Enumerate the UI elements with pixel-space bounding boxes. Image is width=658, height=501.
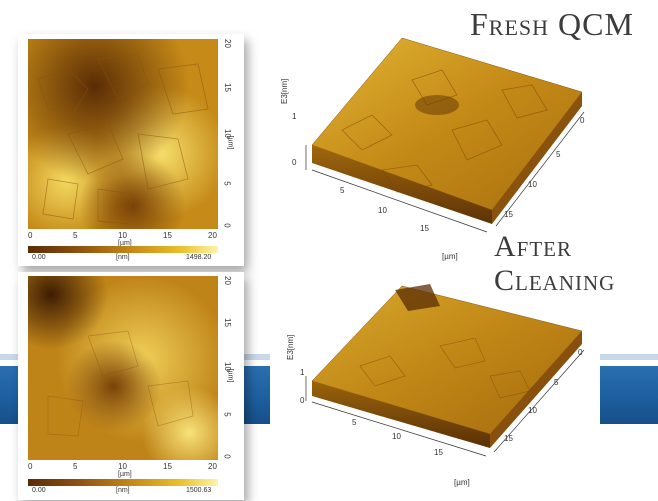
afm-2d-map-fresh [28,39,218,229]
y-tick: 10 [528,180,537,189]
afm-2d-map-cleaning-card: 20 15 10 [µm] 5 0 0 5 10 15 20 [µm] 0.00… [18,272,244,500]
title-after: After [494,230,573,263]
x-tick: 0 [28,462,33,471]
z-tick: 0 [300,396,305,405]
x-tick: 5 [340,186,345,195]
y-tick: 5 [556,150,561,159]
x-tick: 20 [208,231,217,240]
y-tick: 10 [528,406,537,415]
y-tick: 15 [504,210,513,219]
colorbar-unit: [nm] [116,254,130,261]
afm-2d-map-fresh-card: 20 15 10 [µm] 5 0 0 5 10 15 20 [µm] 0.00… [18,34,244,266]
title-fresh-qcm: Fresh QCM [470,6,634,42]
top-map-yaxis-ticks: 20 15 10 [µm] 5 0 [221,39,239,229]
y-tick: 5 [222,412,232,417]
x-axis-unit: [µm] [118,471,132,478]
afm-2d-map-cleaning [28,276,218,460]
colorbar-max: 1498.20 [186,254,212,261]
x-tick: 10 [392,432,401,441]
y-axis-unit: [µm] [226,368,234,383]
colorbar-max: 1500.63 [186,487,212,494]
z-tick: 0 [292,158,297,167]
y-tick: 15 [504,434,513,443]
y-axis-unit: [µm] [226,135,234,150]
top-3d-unit: [µm] [442,252,458,261]
z-tick: 1 [300,368,305,377]
afm-3d-surface-cleaning [305,284,585,457]
x-tick: 15 [163,462,172,471]
x-axis-unit: [µm] [118,240,132,247]
bottom-3d-z-label: E3[nm] [286,334,295,360]
x-tick: 0 [28,231,33,240]
x-tick: 15 [434,448,443,457]
x-tick: 10 [118,231,127,240]
y-tick: 15 [222,318,232,327]
y-tick: 5 [554,378,559,387]
colorbar-min: 0.00 [32,487,46,494]
x-tick: 15 [163,231,172,240]
y-tick: 0 [222,454,232,459]
y-tick: 5 [222,181,232,186]
x-tick: 5 [73,462,78,471]
y-tick: 0 [580,116,585,125]
bottom-3d-unit: [µm] [454,478,470,487]
y-tick: 0 [222,223,232,228]
x-tick: 20 [208,462,217,471]
y-tick: 20 [222,276,232,285]
x-tick: 5 [73,231,78,240]
x-tick: 15 [420,224,429,233]
y-tick: 20 [222,39,232,48]
colorbar-fresh [28,246,218,253]
top-3d-z-label: E3[nm] [280,78,289,104]
z-tick: 1 [292,112,297,121]
x-tick: 5 [352,418,357,427]
y-tick: 0 [578,348,583,357]
bottom-map-yaxis-ticks: 20 15 10 [µm] 5 0 [221,276,239,460]
colorbar-min: 0.00 [32,254,46,261]
afm-3d-surface-fresh [305,37,585,233]
title-cleaning: Cleaning [494,264,616,297]
x-tick: 10 [118,462,127,471]
colorbar-unit: [nm] [116,487,130,494]
x-tick: 10 [378,206,387,215]
colorbar-cleaning [28,479,218,486]
y-tick: 15 [222,83,232,92]
